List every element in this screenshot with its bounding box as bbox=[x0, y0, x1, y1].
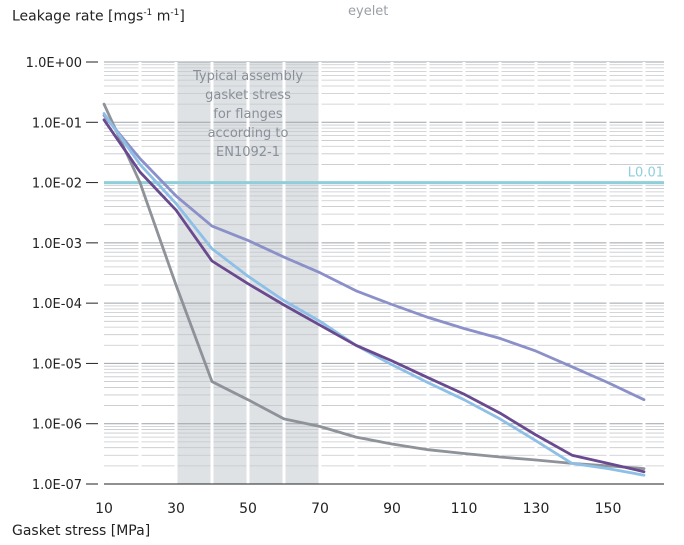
y-tick-label: 1.0E-03 bbox=[32, 237, 82, 252]
x-tick-label: 10 bbox=[95, 501, 113, 517]
band-label-line: EN1092-1 bbox=[216, 145, 280, 160]
x-tick-label: 30 bbox=[167, 501, 185, 517]
series-layer bbox=[102, 102, 646, 477]
chart-subtitle: eyelet bbox=[348, 4, 389, 19]
band-label-line: gasket stress bbox=[205, 88, 291, 103]
x-tick-label: 90 bbox=[383, 501, 401, 517]
band-label-line: Typical assembly bbox=[192, 69, 303, 84]
y-tick-label: 1.0E+00 bbox=[26, 56, 82, 71]
band-label: Typical assembly gasket stress for flanges… bbox=[192, 69, 303, 160]
series-line-3 bbox=[102, 112, 646, 477]
x-tick-label: 150 bbox=[595, 501, 622, 517]
y-tick-label: 1.0E-06 bbox=[32, 418, 82, 433]
x-tick-label: 130 bbox=[523, 501, 550, 517]
band-label-line: for flanges bbox=[213, 107, 283, 122]
y-axis-title: Leakage rate [mgs-1 m-1] bbox=[12, 8, 185, 25]
reference-line-label: L0.01 bbox=[628, 166, 664, 181]
y-tick-label: 1.0E-04 bbox=[32, 297, 82, 312]
series-line-4 bbox=[102, 118, 646, 474]
y-tick-label: 1.0E-02 bbox=[32, 177, 82, 192]
x-tick-label: 50 bbox=[239, 501, 257, 517]
band-label-line: according to bbox=[208, 126, 289, 141]
series-line-1 bbox=[102, 102, 646, 471]
y-tick-label: 1.0E-07 bbox=[32, 478, 82, 493]
x-tick-label: 70 bbox=[311, 501, 329, 517]
y-tick-label: 1.0E-01 bbox=[32, 116, 82, 131]
y-tick-label: 1.0E-05 bbox=[32, 357, 82, 372]
reference-line-layer: L0.01 bbox=[104, 166, 664, 185]
x-tick-label: 110 bbox=[451, 501, 478, 517]
series-line-2 bbox=[102, 114, 646, 402]
x-axis-title: Gasket stress [MPa] bbox=[12, 523, 151, 539]
axis-layer: 1.0E+00 1.0E-01 1.0E-02 1.0E-03 1.0E-04 1.0E-… bbox=[26, 56, 664, 517]
